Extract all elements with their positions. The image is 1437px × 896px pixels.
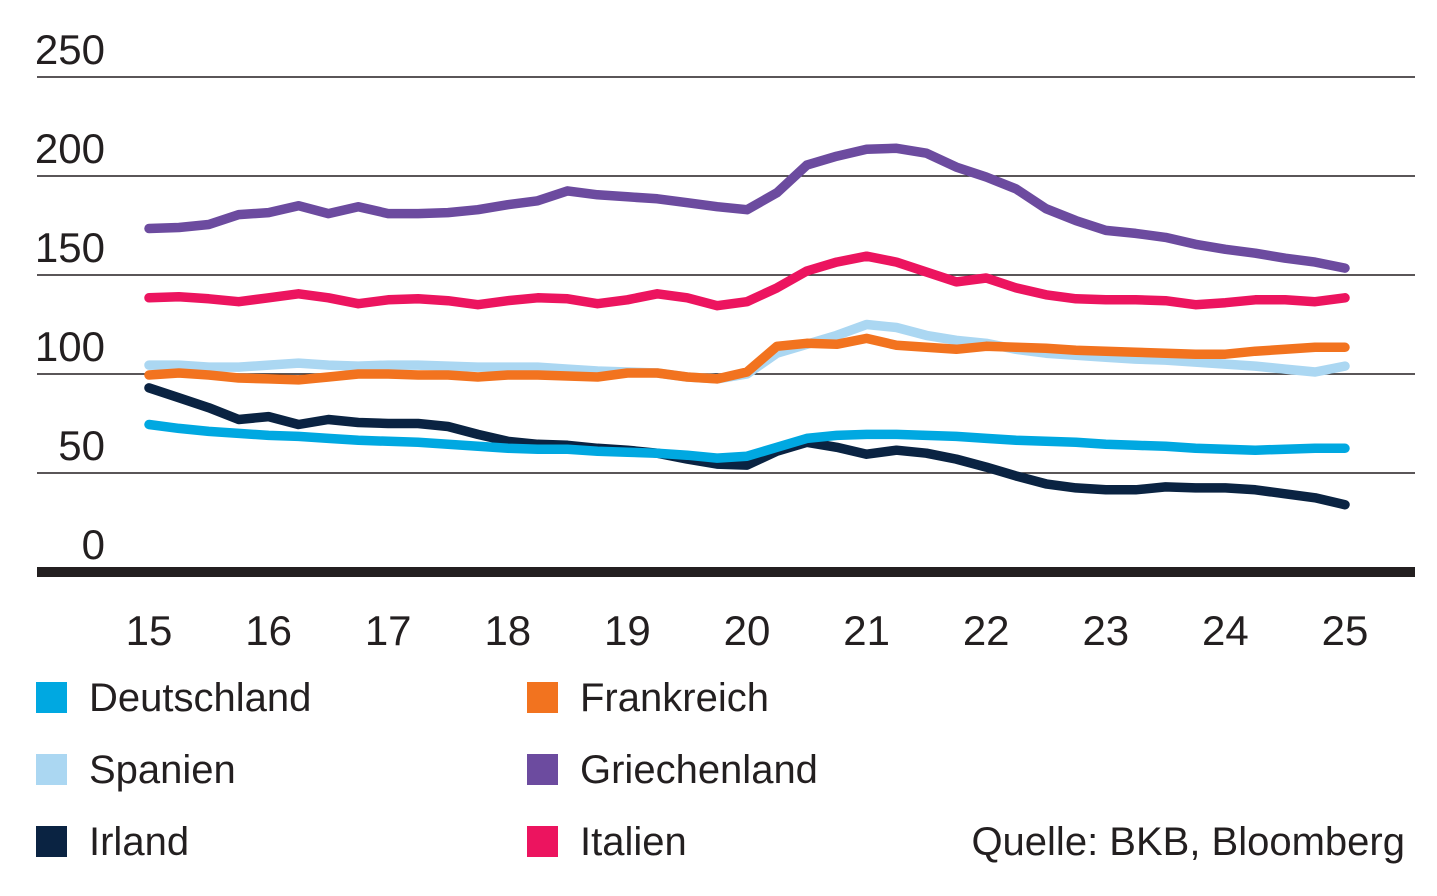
legend-label-deutschland: Deutschland [89, 675, 312, 720]
legend-label-italien: Italien [580, 819, 687, 864]
legend-swatch-irland [36, 826, 67, 857]
y-tick-label-100: 100 [35, 323, 105, 370]
legend-swatch-spanien [36, 754, 67, 785]
series-line-irland [144, 383, 1350, 510]
legend-swatch-deutschland [36, 682, 67, 713]
series-line-griechenland [144, 143, 1350, 273]
x-tick-label-25: 25 [1322, 607, 1369, 654]
x-tick-label-20: 20 [724, 607, 771, 654]
series-line-frankreich [144, 333, 1350, 385]
x-tick-label-15: 15 [126, 607, 173, 654]
x-tick-label-21: 21 [843, 607, 890, 654]
legend-swatch-griechenland [527, 754, 558, 785]
legend-column-right: Frankreich Griechenland Italien [527, 678, 818, 896]
x-tick-label-18: 18 [484, 607, 531, 654]
legend-column-left: Deutschland Spanien Irland [36, 678, 311, 896]
legend-item-spanien: Spanien [36, 750, 311, 790]
legend-item-griechenland: Griechenland [527, 750, 818, 790]
legend-label-frankreich: Frankreich [580, 675, 769, 720]
x-tick-label-17: 17 [365, 607, 412, 654]
series-line-italien [144, 251, 1350, 311]
y-tick-label-250: 250 [35, 26, 105, 73]
legend-swatch-italien [527, 826, 558, 857]
legend-item-frankreich: Frankreich [527, 678, 818, 718]
y-tick-label-0: 0 [82, 521, 105, 568]
source-note: Quelle: BKB, Bloomberg [971, 820, 1405, 864]
y-tick-label-50: 50 [58, 422, 105, 469]
x-tick-label-23: 23 [1082, 607, 1129, 654]
line-chart: 0 50 100 150 200 250 15 16 17 18 19 20 21 22 23 24 25 [35, 26, 1415, 654]
x-tick-label-19: 19 [604, 607, 651, 654]
legend-swatch-frankreich [527, 682, 558, 713]
legend-item-italien: Italien [527, 822, 818, 862]
y-tick-label-150: 150 [35, 224, 105, 271]
x-tick-label-22: 22 [963, 607, 1010, 654]
y-tick-label-200: 200 [35, 125, 105, 172]
x-tick-label-24: 24 [1202, 607, 1249, 654]
legend-item-deutschland: Deutschland [36, 678, 311, 718]
series-line-deutschland [144, 419, 1350, 463]
legend-item-irland: Irland [36, 822, 311, 862]
legend-label-irland: Irland [89, 819, 190, 864]
legend-label-spanien: Spanien [89, 747, 236, 792]
x-tick-label-16: 16 [245, 607, 292, 654]
legend-label-griechenland: Griechenland [580, 747, 818, 792]
